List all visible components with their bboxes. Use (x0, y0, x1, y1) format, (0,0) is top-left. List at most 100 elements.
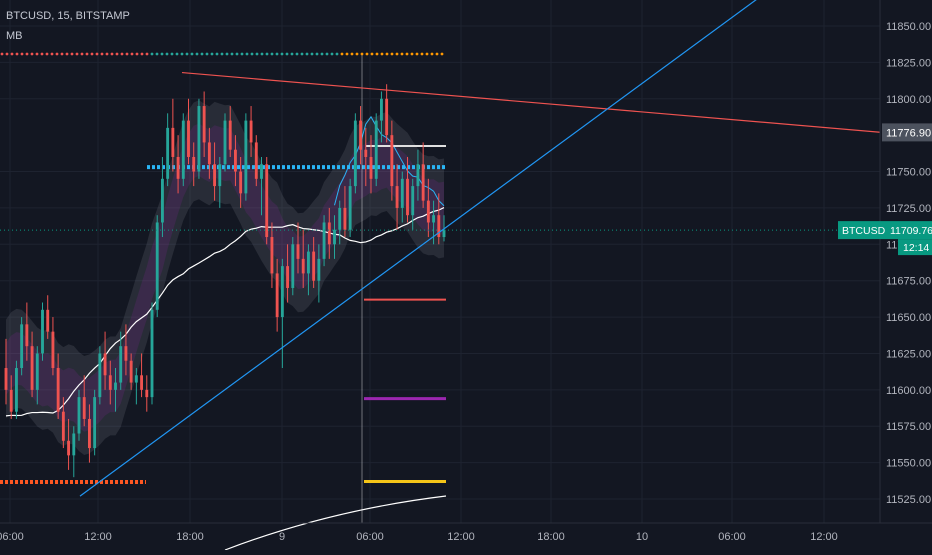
signal-marker (335, 52, 339, 56)
signal-marker (295, 52, 299, 56)
indicator-label[interactable]: MB (6, 30, 23, 42)
signal-marker (250, 52, 254, 56)
candle-body (353, 120, 357, 187)
signal-marker (40, 52, 44, 56)
chart-title: BTCUSD, 15, BITSTAMP (6, 10, 130, 22)
candle-body (213, 164, 217, 187)
signal-marker (385, 52, 389, 56)
signal-marker (260, 52, 264, 56)
candle-body (108, 375, 112, 390)
signal-marker (240, 52, 244, 56)
candle-body (317, 258, 321, 281)
signal-marker (105, 52, 109, 56)
candle-body (145, 389, 149, 398)
time-tick-label: 10 (636, 531, 648, 543)
slow-ma-line (5, 207, 445, 417)
signal-marker (190, 52, 194, 56)
signal-marker (60, 52, 64, 56)
candle-body (207, 142, 211, 165)
last-price-tag (838, 221, 932, 240)
candle-body (296, 244, 300, 259)
signal-marker (375, 52, 379, 56)
candle-body (176, 156, 180, 179)
signal-marker (280, 52, 284, 56)
candle-body (202, 106, 206, 143)
signal-marker (300, 52, 304, 56)
price-tick-label: 11575.00 (886, 421, 931, 433)
candle-body (306, 251, 310, 274)
signal-marker (225, 52, 229, 56)
candle-body (82, 397, 86, 419)
candle-body (275, 273, 279, 318)
candle-body (390, 135, 394, 187)
signal-marker (440, 52, 444, 56)
signal-marker (170, 52, 174, 56)
candle-body (333, 229, 336, 245)
signal-marker (435, 52, 439, 56)
signal-marker (425, 52, 429, 56)
signal-marker (410, 52, 414, 56)
candle-body (223, 120, 227, 165)
signal-marker (125, 52, 129, 56)
signal-marker (205, 52, 209, 56)
blue-support-trendline (79, 0, 757, 497)
signal-marker (415, 52, 419, 56)
candle-body (166, 127, 170, 179)
candle-body (181, 120, 185, 179)
candle-body (98, 353, 102, 398)
candle-body (244, 120, 248, 194)
candle-body (416, 164, 420, 187)
candle-body (192, 156, 196, 172)
candle-body (239, 171, 243, 194)
signal-marker (90, 52, 94, 56)
candle-body (406, 178, 409, 216)
candle-body (301, 258, 305, 274)
signal-marker (345, 52, 349, 56)
signal-marker (45, 52, 49, 56)
signal-marker (320, 52, 324, 56)
signal-marker (165, 52, 169, 56)
candle-body (233, 149, 237, 172)
time-tick-label: 9 (279, 531, 285, 543)
candle-body (286, 266, 290, 288)
time-tick-label: 12:00 (810, 531, 838, 543)
candle-body (114, 382, 117, 390)
price-tick-label: 11725.00 (886, 203, 931, 215)
price-tick-label: 11675.00 (886, 276, 931, 288)
signal-marker (200, 52, 204, 56)
candle-body (61, 411, 65, 441)
candle-body (187, 120, 190, 157)
candle-body (411, 186, 415, 216)
candle-body (20, 324, 24, 369)
candle-body (379, 98, 383, 121)
candle-body (348, 186, 352, 230)
candle-body (77, 397, 81, 434)
candle-body (254, 142, 258, 179)
candle-body (291, 244, 295, 288)
signal-marker (390, 52, 394, 56)
signal-marker (50, 52, 54, 56)
signal-marker (310, 52, 314, 56)
signal-marker (365, 52, 369, 56)
signal-marker (145, 52, 149, 56)
candle-body (369, 156, 373, 179)
candle-body (260, 164, 263, 179)
candle-body (4, 368, 8, 390)
candle-body (218, 164, 222, 187)
candle-body (129, 360, 133, 383)
signal-marker (340, 52, 344, 56)
candle-body (385, 98, 389, 136)
candle-body (51, 331, 55, 369)
candle-body (103, 353, 107, 376)
time-tick-label: 06:00 (356, 531, 384, 543)
symbol-tag-label: BTCUSD (842, 225, 886, 237)
signal-marker (95, 52, 99, 56)
price-tick-label: 11750.00 (886, 167, 931, 179)
candle-body (327, 222, 331, 245)
candle-body (41, 309, 44, 354)
price-tick-label: 11650.00 (886, 312, 931, 324)
signal-marker (275, 52, 279, 56)
candle-body (124, 346, 128, 361)
